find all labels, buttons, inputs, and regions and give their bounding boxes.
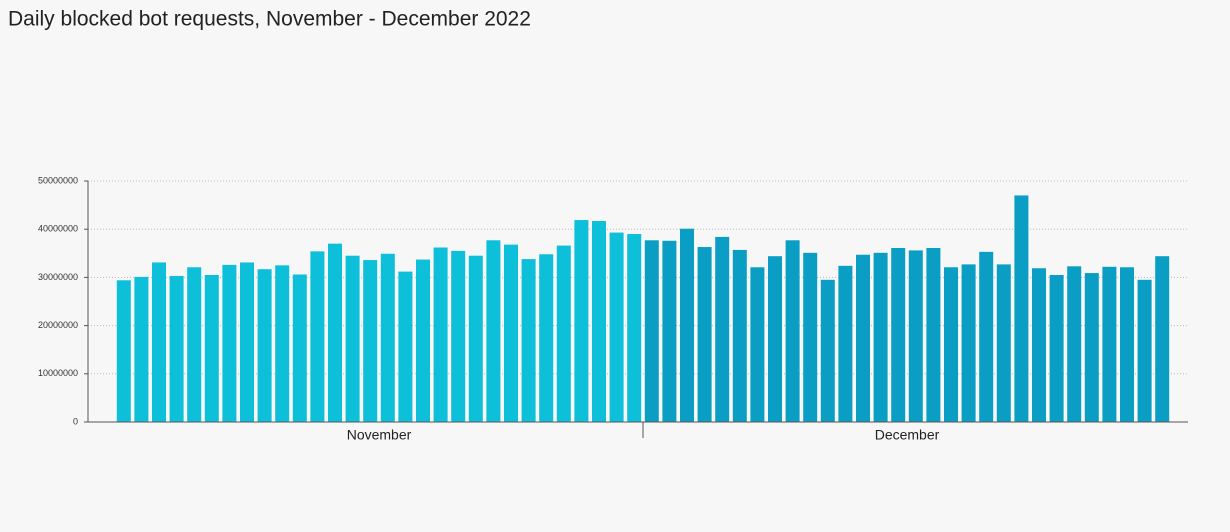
- bar: [187, 267, 202, 422]
- x-group-label: December: [875, 427, 940, 443]
- bar: [926, 247, 941, 422]
- bar: [380, 253, 395, 422]
- bar: [275, 265, 290, 422]
- bar: [468, 255, 483, 422]
- chart-title: Daily blocked bot requests, November - D…: [8, 8, 531, 31]
- bar: [257, 269, 272, 422]
- bar: [680, 228, 694, 422]
- bar: [750, 267, 765, 422]
- bar: [996, 264, 1011, 422]
- bar: [416, 259, 430, 422]
- bar: [1049, 274, 1064, 422]
- bar: [451, 250, 466, 422]
- bar: [1102, 266, 1117, 422]
- bar: [222, 264, 237, 422]
- bar: [574, 220, 589, 422]
- bar: [504, 244, 518, 422]
- bar: [662, 240, 677, 422]
- y-tick-label: 0: [73, 416, 78, 426]
- bar: [433, 247, 448, 422]
- bar: [785, 240, 800, 422]
- bar: [292, 274, 307, 422]
- bar: [310, 251, 325, 422]
- bar: [328, 243, 342, 422]
- bar: [768, 256, 782, 422]
- bar: [944, 267, 958, 422]
- bar: [627, 234, 642, 422]
- bar: [908, 250, 923, 422]
- x-group-label: November: [347, 427, 412, 443]
- bar: [715, 236, 730, 422]
- bar: [891, 247, 906, 422]
- bar: [820, 279, 835, 422]
- y-tick-label: 30000000: [38, 272, 78, 282]
- bar: [732, 249, 747, 422]
- bar: [1155, 256, 1170, 422]
- y-tick-label: 40000000: [38, 224, 78, 234]
- y-tick-label: 50000000: [38, 175, 78, 185]
- bar: [169, 275, 184, 422]
- bar: [1120, 267, 1134, 422]
- bar: [240, 262, 254, 422]
- bar: [1014, 195, 1029, 422]
- y-tick-label: 10000000: [38, 368, 78, 378]
- bar: [609, 232, 624, 422]
- bar: [697, 247, 712, 422]
- bar: [345, 255, 360, 422]
- bar: [961, 264, 976, 422]
- bar: [838, 265, 853, 422]
- bar: [521, 259, 536, 422]
- bar: [1067, 266, 1082, 422]
- bar: [979, 251, 994, 422]
- bar: [363, 260, 378, 422]
- bar: [644, 240, 659, 422]
- bar: [1032, 268, 1046, 422]
- bar: [486, 240, 501, 422]
- bar: [539, 254, 554, 422]
- y-tick-label: 20000000: [38, 320, 78, 330]
- bar: [134, 276, 149, 422]
- bar: [592, 221, 606, 422]
- bar: [152, 262, 166, 422]
- bar: [116, 280, 131, 422]
- bar: [856, 254, 870, 422]
- bar: [873, 252, 888, 422]
- bar: [556, 245, 571, 422]
- bar: [803, 252, 818, 422]
- bar: [1137, 279, 1152, 422]
- bar: [398, 271, 413, 422]
- bar: [1084, 273, 1099, 422]
- bar: [204, 274, 219, 422]
